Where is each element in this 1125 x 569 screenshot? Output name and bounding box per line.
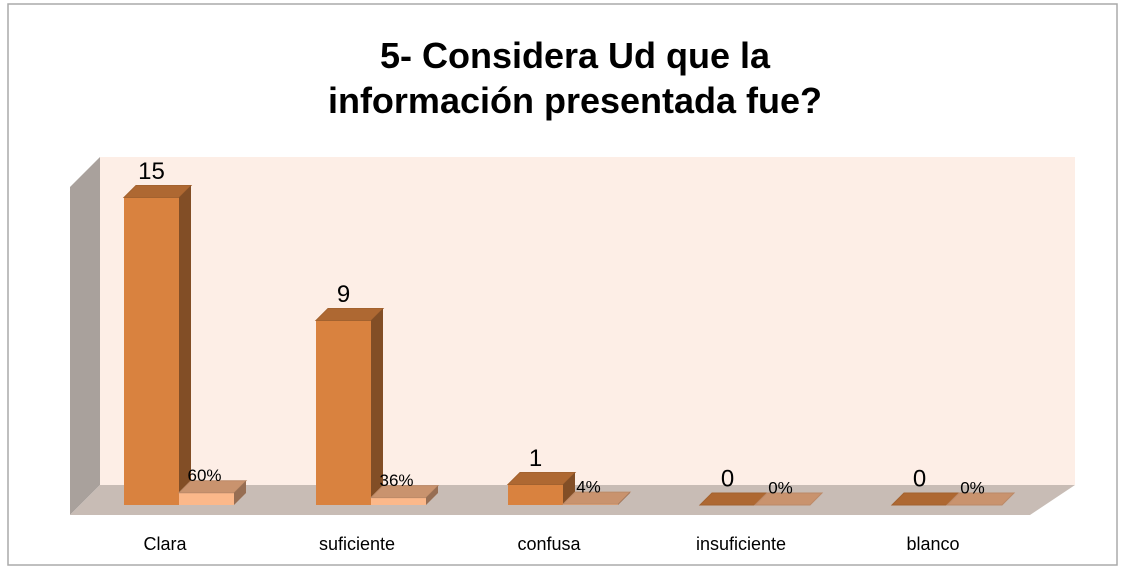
bar-side bbox=[179, 185, 191, 505]
data-label: 0 bbox=[913, 465, 926, 492]
bar-front bbox=[371, 497, 426, 505]
title-line: información presentada fue? bbox=[328, 80, 822, 121]
bar bbox=[369, 485, 440, 505]
bar-front bbox=[124, 197, 179, 505]
bar-front bbox=[316, 320, 371, 505]
x-tick-label: blanco bbox=[906, 534, 959, 554]
x-tick-label: confusa bbox=[517, 534, 581, 554]
side-wall bbox=[70, 157, 100, 515]
x-tick-label: insuficiente bbox=[696, 534, 786, 554]
bar-front bbox=[508, 484, 563, 505]
data-label: 60% bbox=[187, 466, 221, 485]
data-label: 4% bbox=[576, 478, 601, 497]
x-tick-label: Clara bbox=[143, 534, 187, 554]
x-tick-label: suficiente bbox=[319, 534, 395, 554]
data-label: 0 bbox=[721, 465, 734, 492]
data-label: 15 bbox=[138, 158, 165, 185]
bar bbox=[314, 308, 385, 505]
data-label: 0% bbox=[960, 478, 985, 497]
back-wall bbox=[100, 157, 1075, 485]
data-label: 9 bbox=[337, 281, 350, 308]
bar bbox=[945, 492, 1016, 506]
bar bbox=[753, 492, 824, 506]
bar-side bbox=[426, 485, 438, 505]
bar bbox=[177, 480, 248, 505]
chart-title: 5- Considera Ud que la información presen… bbox=[328, 35, 822, 121]
title-line: 5- Considera Ud que la bbox=[380, 35, 771, 76]
bar bbox=[561, 491, 632, 505]
bar bbox=[506, 472, 577, 505]
bar bbox=[122, 185, 193, 505]
bar-side bbox=[618, 492, 630, 505]
bar-side bbox=[371, 308, 383, 505]
bar-side bbox=[563, 472, 575, 505]
data-label: 1 bbox=[529, 445, 542, 472]
bar-side bbox=[234, 480, 246, 505]
data-label: 36% bbox=[379, 471, 413, 490]
data-label: 0% bbox=[768, 478, 793, 497]
bar-front bbox=[179, 492, 234, 505]
